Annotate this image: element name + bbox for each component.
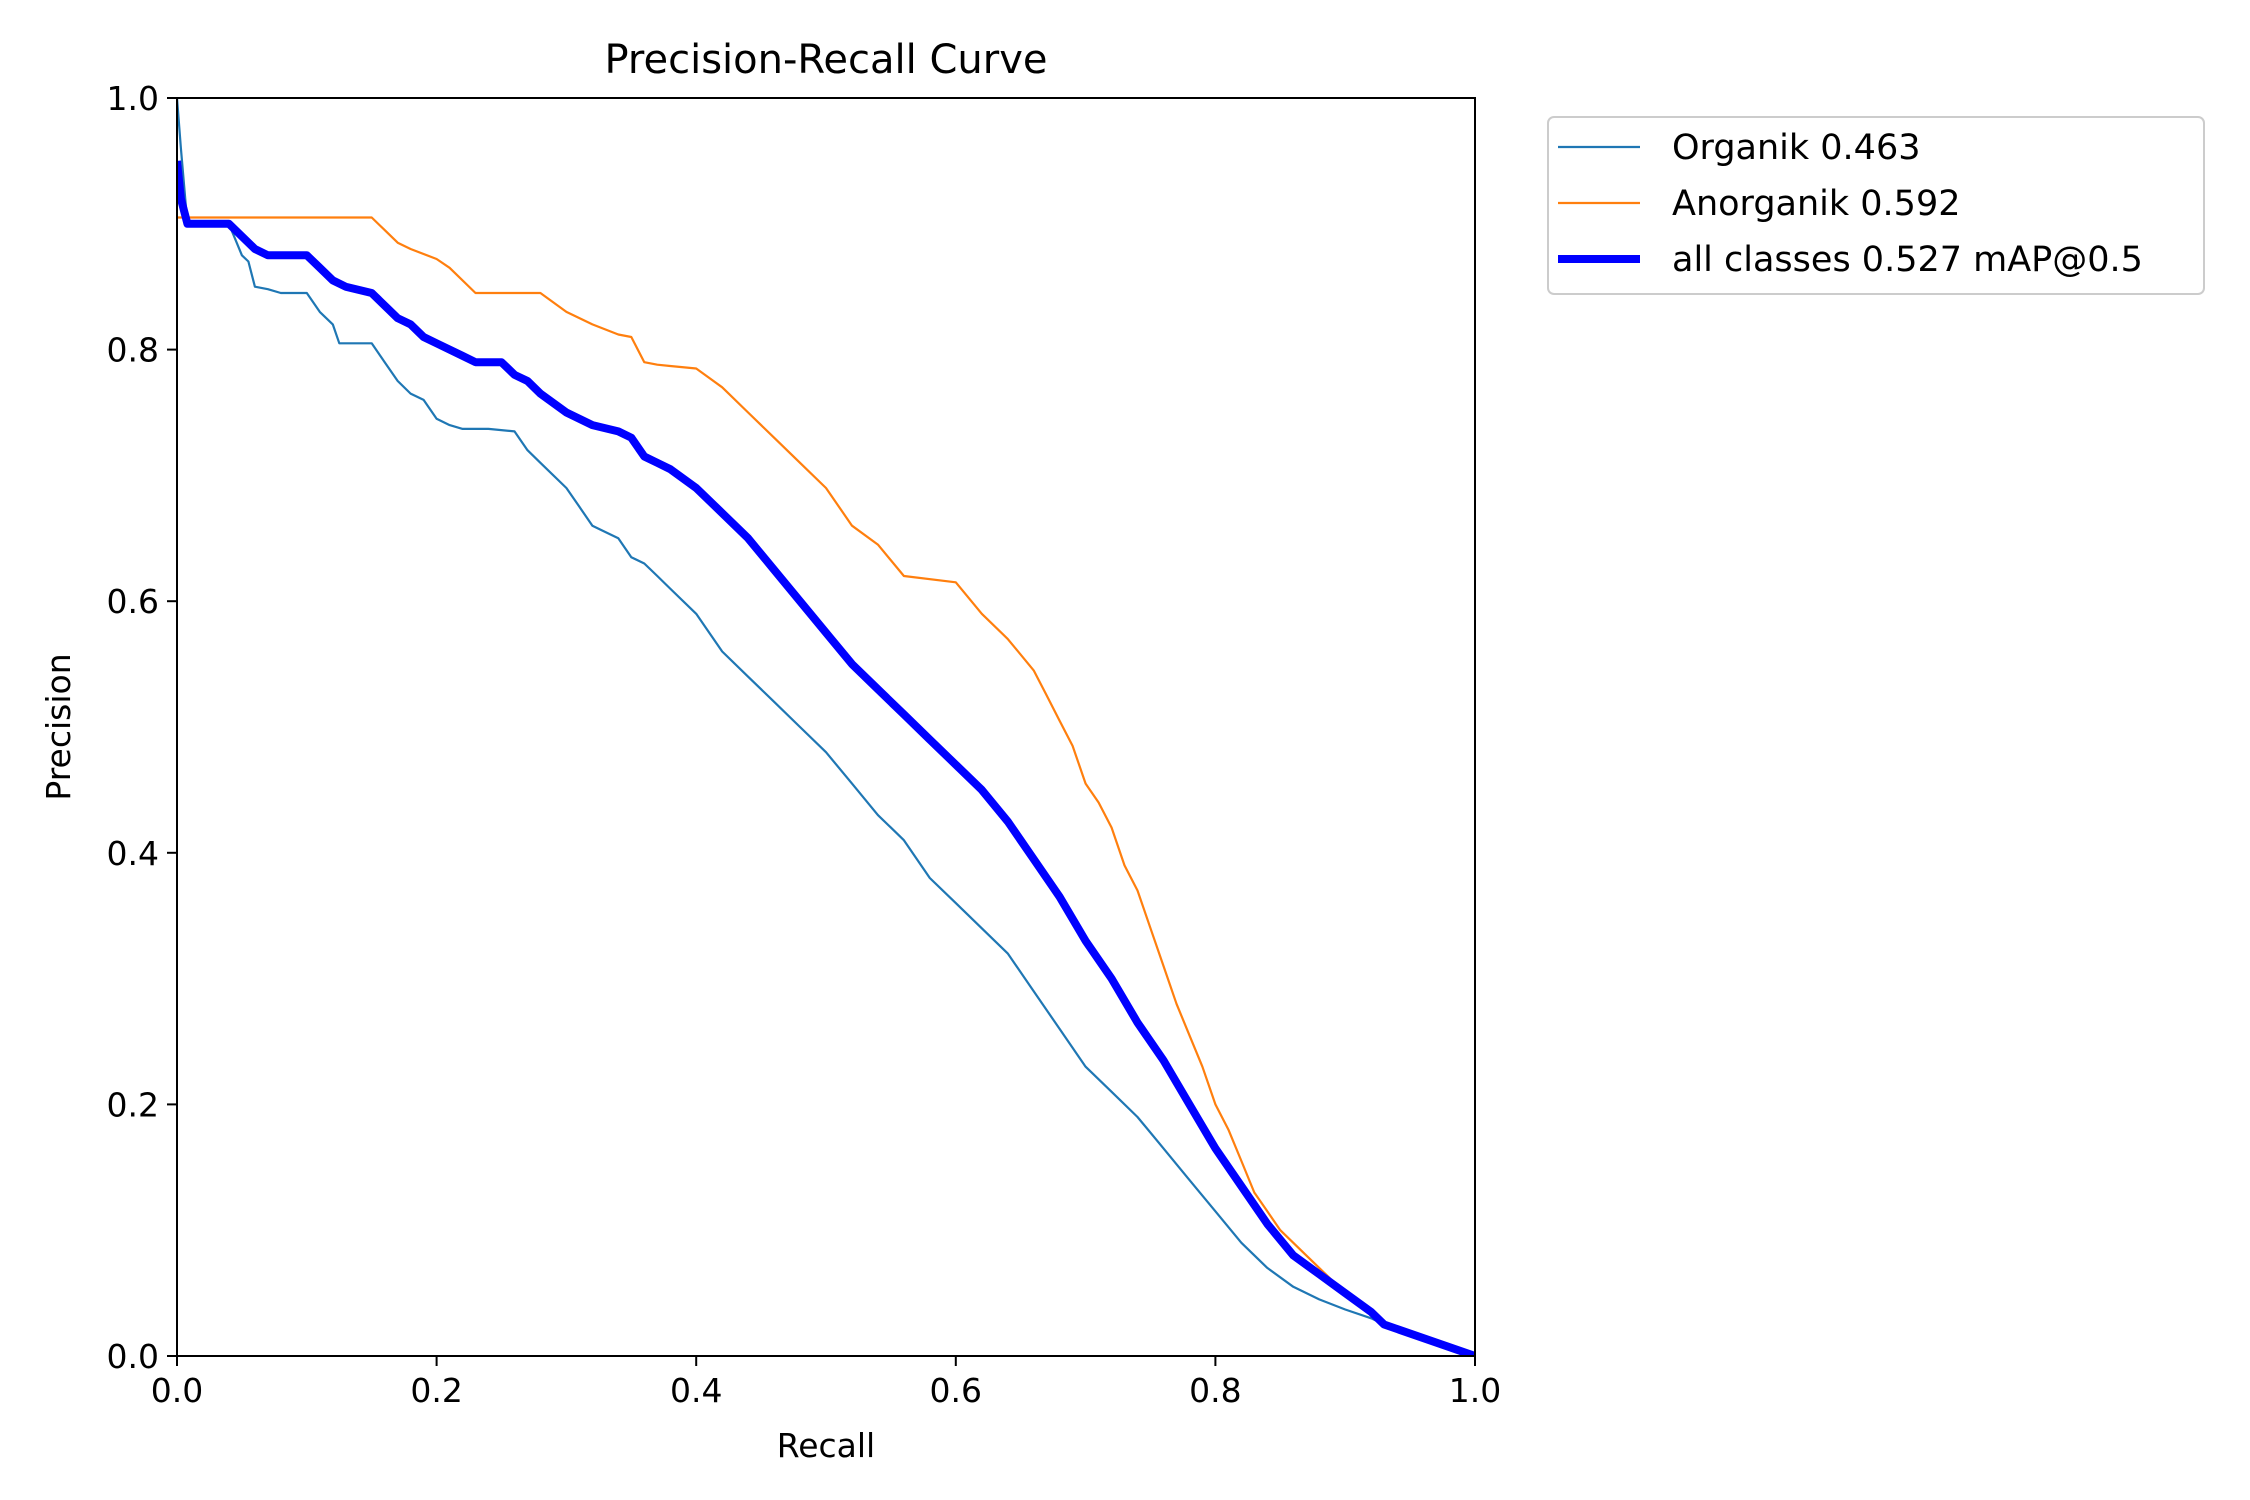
x-tick-label: 0.4	[670, 1371, 722, 1410]
x-tick-label: 0.2	[410, 1371, 462, 1410]
y-tick-label: 0.8	[107, 331, 159, 370]
y-tick-label: 0.0	[107, 1337, 159, 1376]
x-axis-label: Recall	[777, 1426, 875, 1465]
x-tick-label: 0.8	[1189, 1371, 1241, 1410]
legend-label-2: all classes 0.527 mAP@0.5	[1672, 240, 2143, 280]
x-tick-label: 0.0	[151, 1371, 203, 1410]
y-tick-label: 0.6	[107, 582, 159, 621]
chart-title: Precision-Recall Curve	[605, 37, 1048, 83]
x-axis-ticks: 0.0 0.2 0.4 0.6 0.8 1.0	[151, 1356, 1501, 1410]
y-tick-label: 1.0	[107, 79, 159, 118]
legend-label-1: Anorganik 0.592	[1672, 184, 1960, 224]
x-tick-label: 1.0	[1449, 1371, 1501, 1410]
plot-frame	[176, 97, 1476, 1357]
series-line-0	[177, 98, 1475, 1356]
y-tick-label: 0.4	[107, 834, 159, 873]
legend-frame	[1547, 116, 2205, 295]
legend: Organik 0.463 Anorganik 0.592 all classes …	[1547, 116, 2205, 295]
series-layer	[177, 98, 1475, 1356]
y-axis-ticks: 0.0 0.2 0.4 0.6 0.8 1.0	[107, 79, 177, 1376]
y-axis-label: Precision	[39, 653, 78, 800]
y-tick-label: 0.2	[107, 1085, 159, 1124]
legend-label-0: Organik 0.463	[1672, 128, 1921, 168]
x-tick-label: 0.6	[930, 1371, 982, 1410]
series-line-1	[177, 216, 1475, 1356]
series-line-2	[177, 160, 1475, 1356]
